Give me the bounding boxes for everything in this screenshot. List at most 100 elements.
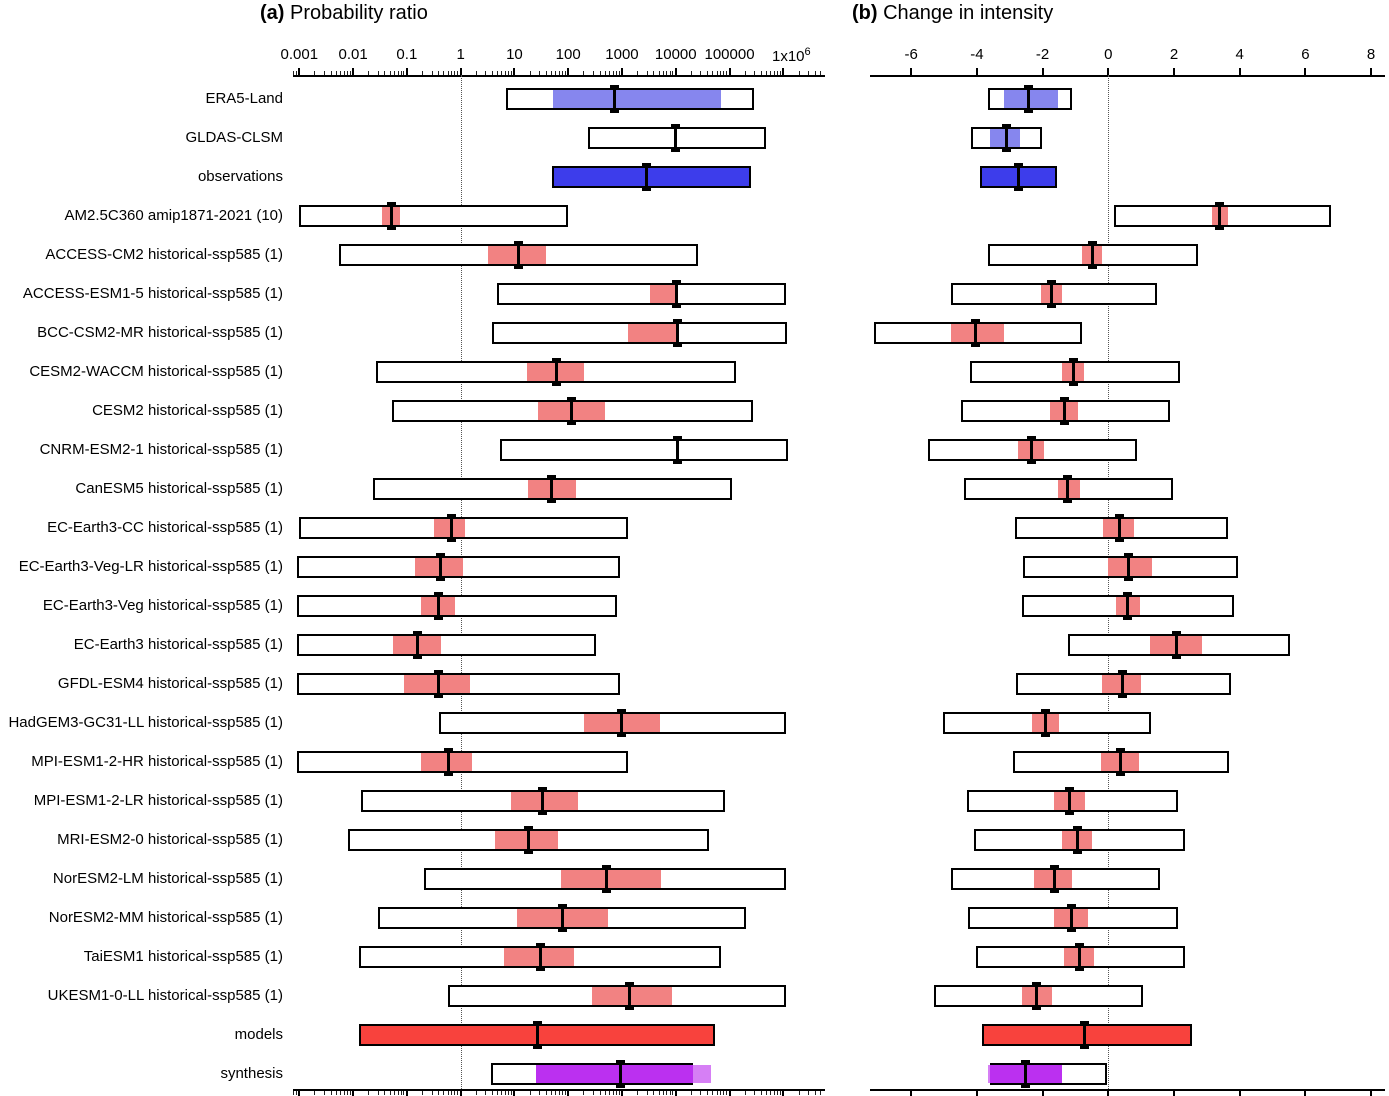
pr-bar-marker-stem	[526, 826, 530, 854]
panel-a-title: (a) Probability ratio	[260, 2, 428, 25]
di-bar-marker-capt	[1023, 85, 1033, 88]
panel-a-tick-minor	[485, 71, 487, 75]
panel-a-tick-minor	[501, 71, 503, 75]
panel-a-tick-major	[298, 68, 301, 75]
panel-a-tick-minor	[814, 71, 816, 75]
di-bar-marker-capt	[1063, 475, 1073, 478]
panel-a-tick-minor	[599, 1091, 601, 1095]
pr-bar-marker-stem	[416, 631, 420, 659]
pr-bar-marker-capt	[434, 670, 444, 673]
pr-bar-marker-stem	[539, 943, 543, 971]
panel-a-tick-minor	[658, 71, 660, 75]
panel-a-tick-minor	[561, 1091, 563, 1095]
panel-a-tick-major	[459, 68, 462, 75]
panel-a-tick-minor	[720, 1091, 722, 1095]
panel-a-tick-minor	[377, 71, 379, 75]
pr-bar-marker-capb	[514, 266, 524, 269]
panel-a-tick-minor	[744, 1091, 746, 1095]
panel-a-tick-minor	[505, 71, 507, 75]
panel-a-tick-minor	[666, 1091, 668, 1095]
di-bar-marker-capb	[1074, 968, 1084, 971]
panel-a-tick-minor	[653, 71, 655, 75]
panel-a-tick-minor	[609, 1091, 611, 1095]
pr-bar-marker-capt	[558, 904, 568, 907]
panel-a-tick-label: 100000	[704, 46, 755, 63]
pr-bar-box	[299, 205, 569, 227]
panel-a-tick-minor	[505, 1091, 507, 1095]
panel-a-tick-minor	[451, 71, 453, 75]
di-bar-marker	[1047, 280, 1057, 308]
di-bar-marker	[1023, 85, 1033, 113]
panel-a-tick-minor	[615, 1091, 617, 1095]
di-bar-box-filled	[982, 1024, 1192, 1046]
panel-a-tick-minor	[349, 71, 351, 75]
panel-a-tick-minor	[766, 71, 768, 75]
di-bar-marker-capb	[1123, 617, 1133, 620]
di-bar-marker	[1087, 241, 1097, 269]
panel-a-tick-minor	[510, 1091, 512, 1095]
panel-a-tick-minor	[340, 71, 342, 75]
pr-bar-marker-capb	[436, 578, 446, 581]
di-bar-marker-capb	[1124, 578, 1134, 581]
panel-b-tick-major	[1107, 1091, 1110, 1096]
pr-bar-marker-capt	[514, 241, 524, 244]
di-bar-marker-capt	[1172, 631, 1182, 634]
di-bar-marker-stem	[1029, 436, 1033, 464]
pr-bar-best-estimate	[434, 519, 465, 537]
panel-a-tick-minor	[295, 1091, 297, 1095]
panel-a-tick-major	[674, 68, 677, 75]
pr-bar-best-estimate	[503, 948, 575, 966]
di-bar-marker-stem	[1035, 982, 1039, 1010]
panel-a-tick-minor	[599, 71, 601, 75]
panel-a-tick-major	[620, 68, 623, 75]
panel-a-tick-minor	[662, 71, 664, 75]
pr-bar-marker-stem	[628, 982, 632, 1010]
panel-a-tick-minor	[766, 1091, 768, 1095]
di-bar-marker-capt	[1002, 124, 1012, 127]
pr-bar-marker-stem	[676, 319, 680, 347]
di-bar-marker-stem	[1118, 748, 1122, 776]
di-bar-marker	[1041, 709, 1051, 737]
panel-a-tick-minor	[723, 71, 725, 75]
pr-bar-marker-stem	[619, 709, 623, 737]
panel-a-tick-minor	[497, 1091, 499, 1095]
di-bar-marker-stem	[1070, 904, 1074, 932]
panel-a-tick-minor	[669, 71, 671, 75]
pr-bar-marker-stem	[447, 748, 451, 776]
panel-a-tick-minor	[393, 71, 395, 75]
pr-bar-best-estimate	[592, 987, 672, 1005]
panel-a-tick-minor	[658, 1091, 660, 1095]
di-bar-marker-capb	[1021, 1085, 1031, 1088]
di-bar-marker-capt	[1080, 1021, 1090, 1024]
di-bar-marker-capb	[971, 344, 981, 347]
panel-a-bottom-axis	[293, 1089, 825, 1091]
panel-a-tick-minor	[393, 1091, 395, 1095]
panel-a-tick-minor	[754, 1091, 756, 1095]
panel-a-tick-minor	[400, 71, 402, 75]
panel-a-tick-minor	[779, 71, 781, 75]
panel-a-tick-minor	[716, 71, 718, 75]
di-bar-marker	[1114, 514, 1124, 542]
panel-a-tick-label: 0.1	[396, 46, 418, 63]
panel-b-title: (b) Change in intensity	[852, 2, 1053, 25]
pr-bar-marker	[558, 904, 568, 932]
panel-a-tick-minor	[497, 71, 499, 75]
panel-a-tick-major	[298, 1091, 301, 1096]
pr-bar-marker-capb	[546, 500, 556, 503]
pr-bar-marker-capt	[447, 514, 457, 517]
panel-a-tick-minor	[529, 1091, 531, 1095]
row-label: CESM2 historical-ssp585 (1)	[92, 402, 283, 419]
pr-bar-best-estimate	[560, 870, 662, 888]
panel-a-tick-minor	[669, 1091, 671, 1095]
panel-a-tick-minor	[760, 71, 762, 75]
di-bar-marker-capb	[1115, 773, 1125, 776]
di-bar-marker-capt	[1041, 709, 1051, 712]
pr-bar-marker-capb	[413, 656, 423, 659]
panel-a-tick-minor	[716, 1091, 718, 1095]
panel-a-tick-major	[405, 68, 408, 75]
pr-bar-marker-capt	[436, 553, 446, 556]
pr-bar-marker-capt	[434, 592, 444, 595]
panel-a-tick-minor	[662, 1091, 664, 1095]
di-bar-marker-capb	[1041, 734, 1051, 737]
panel-a-tick-minor	[653, 1091, 655, 1095]
